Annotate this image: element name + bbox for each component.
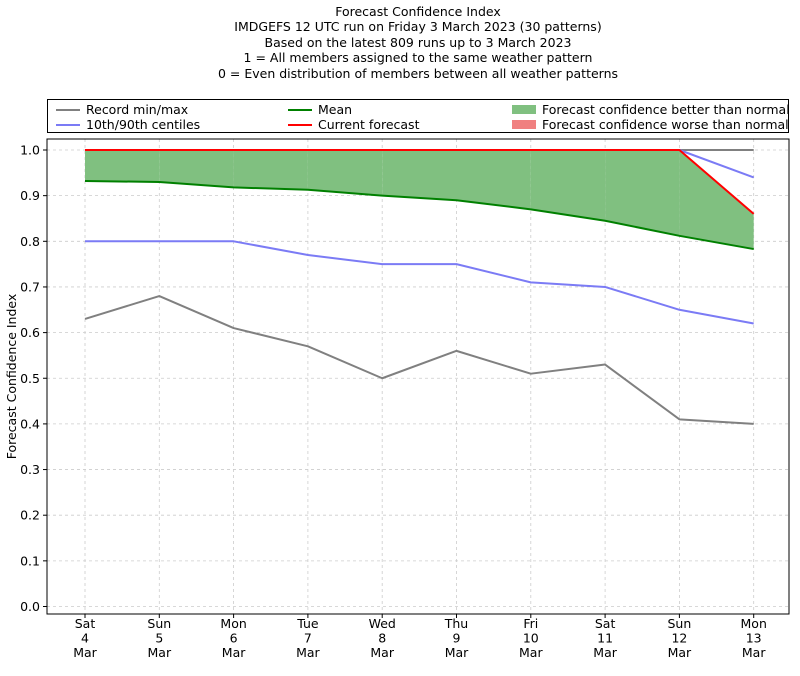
fill-better-than-normal — [456, 150, 531, 210]
x-tick-label: 6 — [230, 631, 238, 646]
x-tick-label: 4 — [81, 631, 89, 646]
x-tick-label: Mar — [519, 645, 543, 660]
fill-better-than-normal — [233, 150, 308, 190]
x-tick-label: 9 — [453, 631, 461, 646]
legend-item-record: Record min/max — [56, 102, 188, 117]
chart-title: Forecast Confidence Index IMDGEFS 12 UTC… — [0, 4, 800, 81]
series-record-min — [84, 295, 754, 425]
fill-better-than-normal — [679, 150, 754, 250]
x-tick-label: Mar — [73, 645, 97, 660]
x-tick-label: Mar — [370, 645, 394, 660]
title-line: 0 = Even distribution of members between… — [217, 65, 619, 81]
x-tick-label: Mon — [741, 616, 767, 631]
legend-label: Current forecast — [318, 117, 420, 132]
series-lines — [84, 149, 755, 425]
axis-ticks: 0.00.10.20.30.40.50.60.70.80.91.0Sat4Mar… — [20, 143, 767, 661]
x-tick-label: Sun — [668, 616, 692, 631]
title-line: Forecast Confidence Index — [335, 4, 501, 19]
legend-swatch — [56, 108, 80, 111]
series-mean — [84, 180, 754, 251]
legend-swatch — [288, 123, 312, 126]
x-tick-label: Mar — [742, 645, 766, 660]
x-tick-label: 8 — [378, 631, 386, 646]
y-tick-label: 0.2 — [20, 508, 40, 523]
legend: Record min/max 10th/90th centiles Mean C… — [47, 99, 790, 133]
legend-item-better: Forecast confidence better than normal — [512, 102, 790, 117]
legend-label: 10th/90th centiles — [86, 117, 201, 132]
legend-swatch — [288, 108, 312, 111]
title-line: IMDGEFS 12 UTC run on Friday 3 March 202… — [234, 19, 602, 35]
series-centile-10 — [85, 240, 754, 325]
fill-better-than-normal — [605, 150, 680, 236]
y-tick-label: 0.0 — [20, 599, 40, 614]
fill-better-than-normal — [159, 150, 234, 188]
y-tick-label: 0.3 — [20, 462, 40, 477]
fill-better-than-normal — [530, 150, 606, 221]
x-tick-label: 11 — [597, 631, 613, 646]
x-tick-label: Wed — [369, 616, 396, 631]
legend-swatch — [512, 105, 536, 114]
fill-better-than-normal — [307, 150, 383, 196]
y-tick-label: 0.1 — [20, 553, 40, 568]
x-tick-label: 10 — [523, 631, 539, 646]
legend-label: Mean — [318, 102, 353, 117]
confidence-fill — [85, 150, 754, 250]
title-line: Based on the latest 809 runs up to 3 Mar… — [264, 34, 572, 50]
legend-item-centiles: 10th/90th centiles — [56, 117, 200, 132]
x-tick-label: Mon — [220, 616, 246, 631]
y-tick-label: 1.0 — [20, 143, 40, 158]
legend-swatch — [56, 123, 80, 126]
x-tick-label: Thu — [444, 616, 468, 631]
x-tick-label: Sat — [75, 616, 96, 631]
series-current-forecast — [85, 149, 755, 215]
legend-item-worse: Forecast confidence worse than normal — [512, 117, 789, 132]
y-tick-label: 0.4 — [20, 416, 40, 431]
fill-better-than-normal — [85, 150, 160, 182]
x-tick-label: Tue — [296, 616, 319, 631]
legend-item-mean: Mean — [288, 102, 352, 117]
x-tick-label: 7 — [304, 631, 312, 646]
x-tick-label: Mar — [148, 645, 172, 660]
x-tick-label: Sun — [147, 616, 171, 631]
x-tick-label: 12 — [671, 631, 687, 646]
y-tick-label: 0.5 — [20, 371, 40, 386]
legend-swatch — [512, 120, 536, 129]
y-axis-label: Forecast Confidence Index — [4, 294, 19, 460]
y-tick-label: 0.7 — [20, 279, 40, 294]
legend-label: Forecast confidence worse than normal — [542, 117, 789, 132]
title-line: 1 = All members assigned to the same wea… — [243, 50, 593, 66]
x-tick-label: 5 — [155, 631, 163, 646]
x-tick-label: Fri — [523, 616, 538, 631]
x-tick-label: Mar — [593, 645, 617, 660]
x-tick-label: Mar — [668, 645, 692, 660]
x-tick-label: Mar — [222, 645, 246, 660]
x-tick-label: Mar — [296, 645, 320, 660]
y-tick-label: 0.8 — [20, 234, 40, 249]
x-tick-label: 13 — [746, 631, 762, 646]
x-tick-label: Sat — [595, 616, 616, 631]
y-tick-label: 0.9 — [20, 188, 40, 203]
plot-frame — [46, 138, 790, 615]
legend-item-current: Current forecast — [288, 117, 419, 132]
fill-better-than-normal — [382, 150, 457, 201]
legend-label: Forecast confidence better than normal — [542, 102, 790, 117]
legend-label: Record min/max — [86, 102, 189, 117]
y-tick-label: 0.6 — [20, 325, 40, 340]
x-tick-label: Mar — [445, 645, 469, 660]
